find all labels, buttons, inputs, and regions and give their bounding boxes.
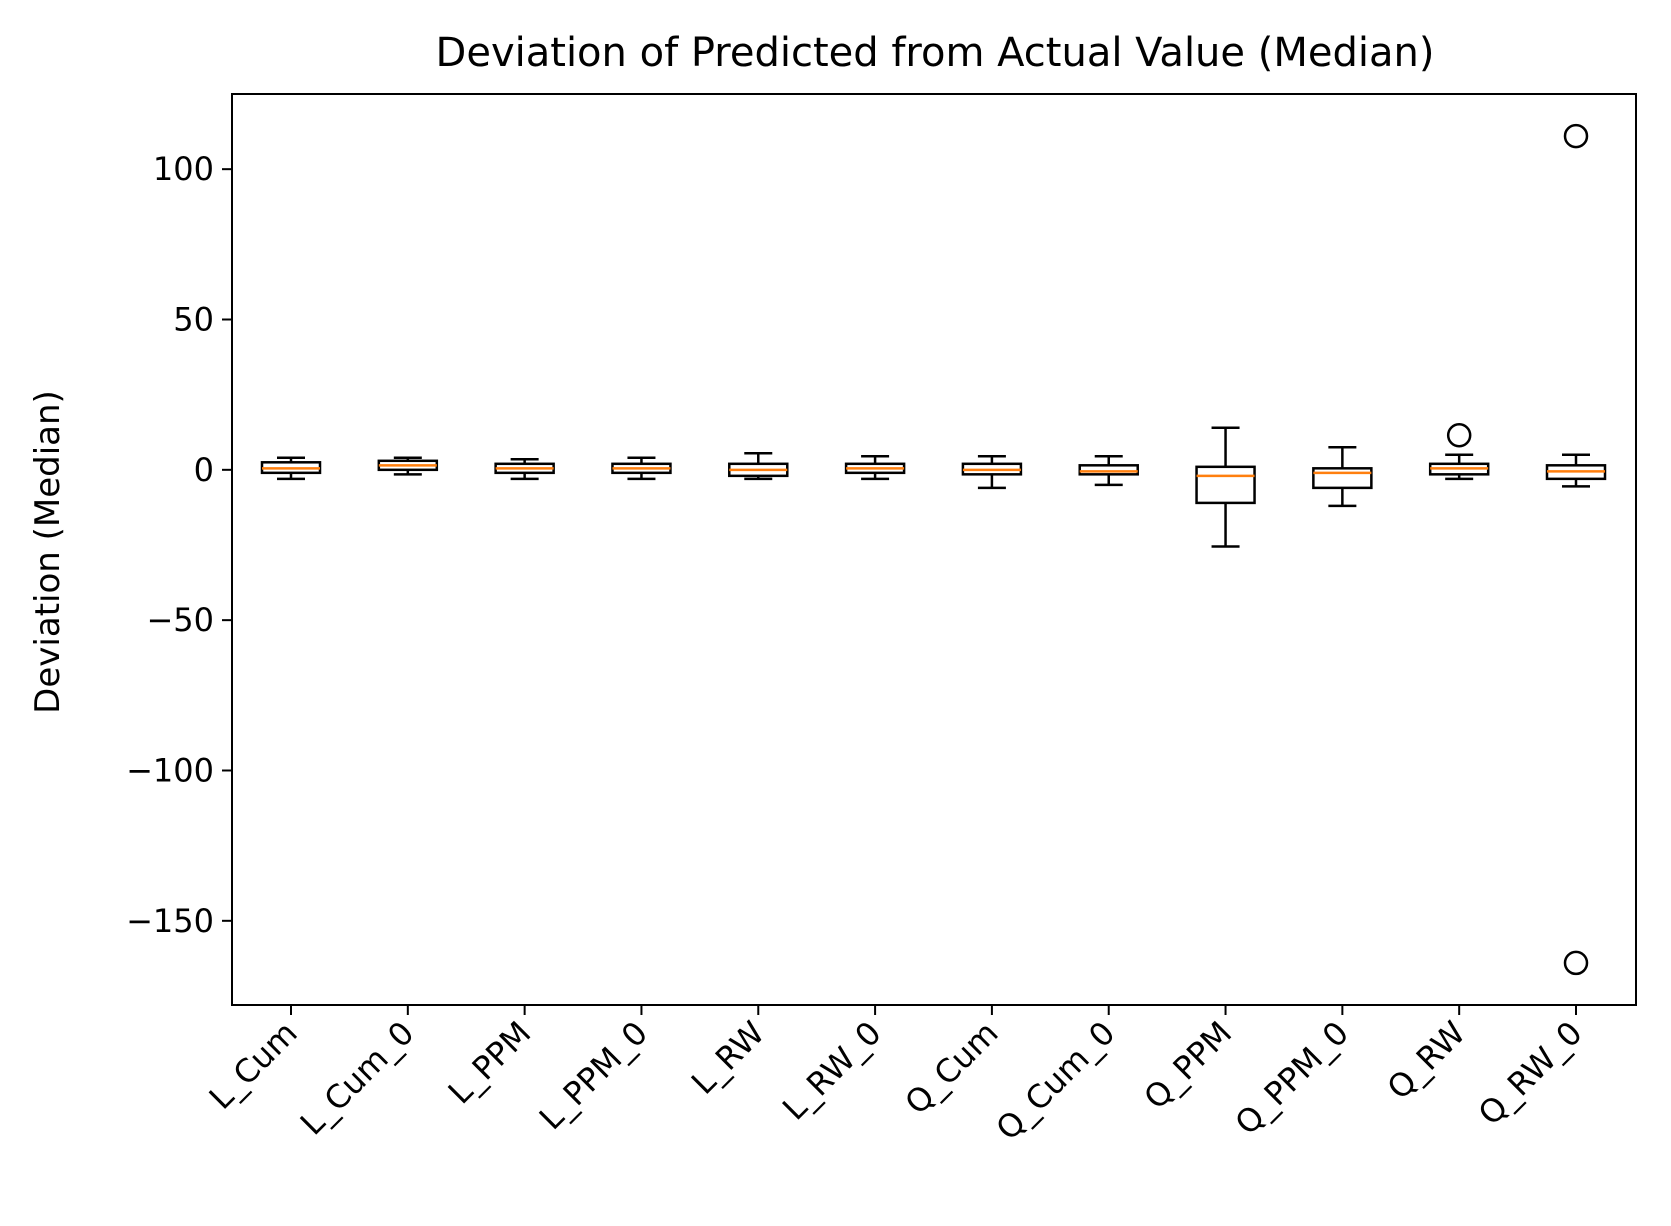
x-tick-label: L_RW bbox=[684, 1014, 772, 1102]
x-tick-label: Q_RW_0 bbox=[1471, 1014, 1590, 1133]
x-tick-label: Q_Cum bbox=[897, 1014, 1005, 1122]
outlier-point bbox=[1563, 123, 1589, 149]
x-tick-label: Q_PPM bbox=[1136, 1014, 1239, 1117]
x-tick-label: L_Cum bbox=[202, 1014, 305, 1117]
chart-title: Deviation of Predicted from Actual Value… bbox=[436, 30, 1435, 76]
y-tick-label: 0 bbox=[194, 451, 214, 489]
x-tick-label: L_Cum_0 bbox=[293, 1014, 422, 1143]
box bbox=[1312, 467, 1373, 490]
y-tick-label: −100 bbox=[126, 751, 214, 789]
y-axis-label: Deviation (Median) bbox=[28, 390, 68, 714]
x-tick-label: Q_PPM_0 bbox=[1228, 1014, 1357, 1143]
y-tick-label: 100 bbox=[153, 150, 214, 188]
x-tick-label: L_PPM_0 bbox=[532, 1014, 655, 1137]
outlier-point bbox=[1446, 422, 1472, 448]
x-tick-label: L_RW_0 bbox=[775, 1014, 889, 1128]
plot-frame bbox=[231, 93, 1637, 1006]
box bbox=[1195, 465, 1256, 505]
y-tick-label: −50 bbox=[146, 601, 214, 639]
y-tick-label: 50 bbox=[173, 300, 214, 338]
outlier-point bbox=[1563, 950, 1589, 976]
x-tick-label: Q_Cum_0 bbox=[988, 1014, 1122, 1148]
box bbox=[1078, 464, 1139, 476]
y-tick-label: −150 bbox=[126, 902, 214, 940]
x-tick-label: L_PPM bbox=[441, 1014, 539, 1112]
x-tick-label: Q_RW bbox=[1380, 1014, 1473, 1107]
